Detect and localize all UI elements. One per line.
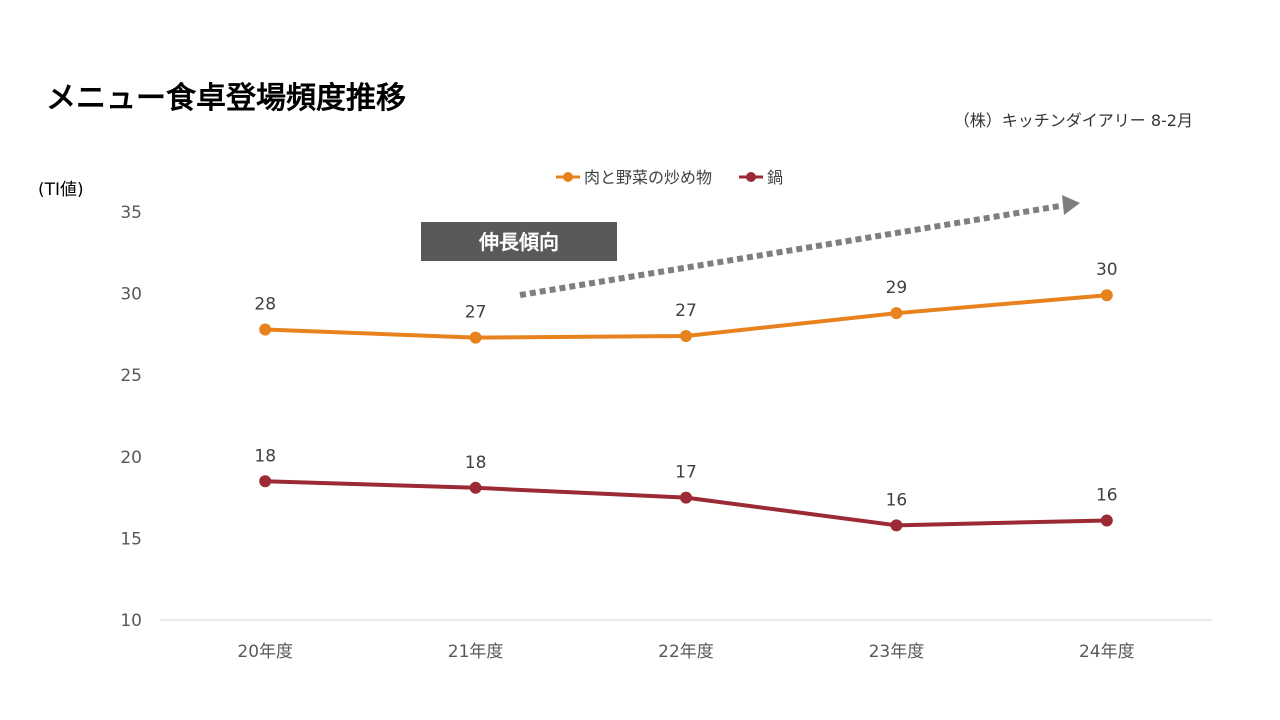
unit-label: (TI値) (38, 180, 84, 200)
trend-arrow (519, 203, 1061, 298)
y-tick-label: 30 (120, 285, 142, 305)
data-point-series-0 (1100, 289, 1113, 302)
growth-callout: 伸長傾向 (421, 195, 1080, 298)
x-tick-label: 20年度 (237, 642, 293, 662)
callout-label: 伸長傾向 (478, 230, 559, 254)
legend-dot-series-1 (746, 172, 756, 182)
y-tick-label: 10 (120, 611, 142, 631)
x-tick-label: 23年度 (869, 642, 925, 662)
data-label-series-0: 27 (465, 303, 487, 323)
trend-arrow-head (1062, 195, 1080, 215)
x-tick-label: 24年度 (1079, 642, 1135, 662)
data-point-series-0 (890, 307, 903, 320)
source-note: （株）キッチンダイアリー 8-2月 (954, 111, 1193, 130)
data-label-series-1: 16 (1096, 485, 1118, 505)
legend-label-series-1: 鍋 (767, 168, 783, 187)
data-point-series-1 (1100, 514, 1113, 527)
data-label-series-0: 29 (886, 278, 908, 298)
data-point-series-1 (680, 491, 692, 504)
data-label-series-1: 17 (675, 463, 697, 483)
data-point-series-1 (259, 475, 272, 488)
data-point-series-0 (469, 331, 482, 344)
plot-area: 10 15 20 25 30 35 20年度 21年度 22年度 23年度 24年度 28 27 27 29… (120, 203, 1212, 662)
data-label-series-0: 28 (254, 295, 276, 315)
data-label-series-0: 30 (1096, 260, 1118, 280)
legend-dot-series-0 (563, 172, 573, 182)
data-point-series-1 (469, 481, 482, 494)
data-point-series-0 (680, 330, 692, 343)
y-tick-label: 25 (120, 366, 142, 386)
data-label-series-1: 18 (465, 453, 487, 473)
x-tick-label: 21年度 (448, 642, 504, 662)
data-point-series-0 (259, 323, 272, 336)
data-label-series-1: 18 (254, 446, 276, 466)
legend: 肉と野菜の炒め物 鍋 (556, 168, 783, 187)
y-tick-label: 35 (120, 203, 142, 223)
chart-title: メニュー食卓登場頻度推移 (46, 81, 406, 116)
data-point-series-1 (890, 519, 903, 532)
data-label-series-1: 16 (886, 490, 908, 510)
legend-label-series-0: 肉と野菜の炒め物 (584, 168, 712, 187)
x-tick-label: 22年度 (658, 642, 714, 662)
y-tick-label: 20 (120, 448, 142, 468)
data-label-series-0: 27 (675, 301, 697, 321)
y-tick-label: 15 (120, 529, 142, 549)
callout-box (421, 222, 617, 261)
